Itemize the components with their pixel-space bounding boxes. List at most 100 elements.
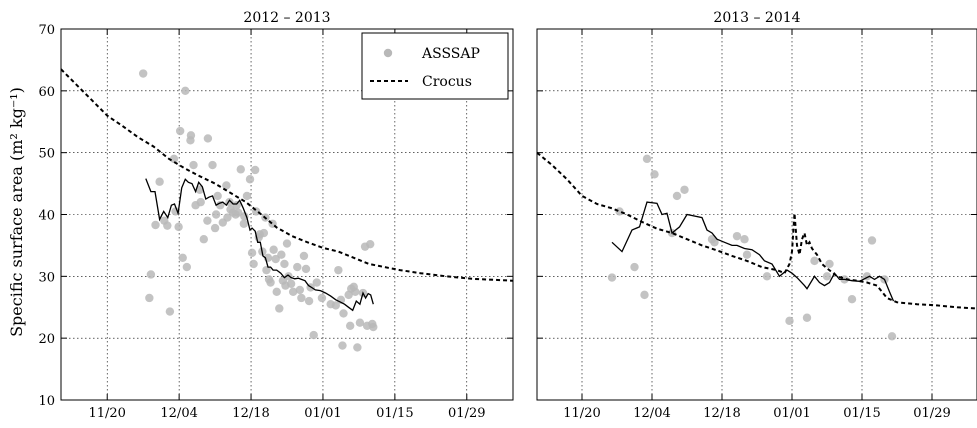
x-tick-label: 11/20 [88, 406, 125, 421]
asssap-point [249, 259, 258, 269]
asssap-point [186, 131, 196, 140]
asssap-point [309, 330, 318, 340]
asssap-point [630, 262, 639, 272]
asssap-points [138, 69, 378, 352]
asssap-point [742, 250, 752, 259]
asssap-point [203, 216, 212, 225]
asssap-point [208, 160, 217, 170]
legend-box [361, 32, 509, 100]
legend-label: Crocus [422, 74, 472, 90]
asssap-point [189, 160, 198, 170]
asssap-point [223, 213, 232, 222]
measurement-mean-line [611, 201, 895, 302]
x-tick-label: 01/01 [304, 406, 341, 421]
legend-marker-asssap [383, 48, 393, 58]
asssap-point [299, 251, 309, 261]
asssap-point [234, 208, 243, 217]
asssap-point [169, 154, 179, 164]
asssap-point [293, 262, 302, 272]
panel-2013-2014: 11/20 12/04 12/18 01/01 01/15 01/29 2013 – 201… [536, 10, 977, 421]
asssap-point [802, 313, 812, 322]
asssap-point [847, 295, 857, 304]
asssap-point [199, 235, 208, 244]
asssap-point [145, 293, 154, 303]
crocus-line [537, 151, 977, 310]
x-tick-label: 01/15 [376, 406, 413, 421]
asssap-point [304, 296, 314, 306]
y-tick-label: 20 [38, 332, 55, 347]
asssap-point [339, 309, 348, 318]
asssap-point [288, 287, 298, 296]
asssap-point [338, 341, 347, 350]
x-tick-label: 12/18 [703, 406, 740, 421]
asssap-point [216, 201, 225, 210]
asssap-point [301, 264, 311, 274]
asssap-point [642, 154, 652, 164]
panel-title: 2013 – 2014 [713, 10, 800, 26]
asssap-point [211, 210, 221, 219]
asssap-point [295, 285, 305, 295]
y-tick-label: 60 [38, 85, 55, 100]
asssap-point [155, 177, 164, 186]
asssap-point [331, 301, 340, 310]
asssap-point [245, 175, 255, 184]
asssap-point [366, 239, 375, 249]
asssap-point [825, 259, 834, 269]
asssap-point [615, 207, 624, 216]
asssap-point [196, 197, 205, 207]
asssap-point [175, 126, 185, 136]
asssap-point [222, 181, 231, 190]
data-layer [61, 68, 513, 352]
asssap-point [355, 318, 365, 327]
asssap-point [259, 228, 269, 238]
asssap-point [887, 332, 897, 341]
x-tick-label: 12/18 [232, 406, 269, 421]
asssap-point [762, 272, 772, 281]
asssap-point [334, 265, 343, 275]
y-axis-label: Specific surface area (m² kg⁻¹) [7, 87, 26, 337]
asssap-point [232, 201, 241, 210]
y-tick-label: 10 [38, 394, 55, 409]
x-tick-label: 11/20 [563, 406, 600, 421]
asssap-point [163, 221, 172, 230]
asssap-point [239, 219, 249, 228]
x-tick-label: 01/29 [448, 406, 485, 421]
asssap-point [151, 220, 160, 230]
asssap-point [672, 191, 682, 201]
asssap-point [181, 86, 190, 96]
asssap-point [345, 321, 355, 330]
asssap-point [247, 248, 257, 258]
asssap-point [174, 222, 183, 232]
asssap-point [277, 250, 286, 259]
asssap-point [353, 343, 362, 352]
asssap-point [280, 259, 289, 269]
asssap-point [312, 278, 321, 287]
x-tick-label: 12/04 [160, 406, 197, 421]
asssap-point [640, 290, 649, 300]
y-tick-label: 70 [38, 23, 55, 38]
asssap-point [210, 223, 220, 233]
legend: ASSSAP Crocus [361, 32, 509, 100]
asssap-point [182, 262, 192, 272]
asssap-point [266, 278, 275, 287]
y-tick-label: 30 [38, 270, 55, 285]
asssap-point [607, 273, 617, 282]
x-tick-label: 01/01 [773, 406, 810, 421]
asssap-point [275, 304, 284, 313]
crocus-line [61, 68, 513, 282]
asssap-point [236, 165, 245, 174]
asssap-point [178, 253, 187, 262]
asssap-point [138, 69, 148, 78]
asssap-point [286, 279, 296, 288]
asssap-point [242, 191, 252, 201]
asssap-point [369, 322, 378, 332]
x-tick-label: 01/29 [913, 406, 950, 421]
asssap-point [680, 185, 689, 194]
panel-title: 2012 – 2013 [243, 10, 330, 26]
y-tick-label: 50 [38, 147, 55, 162]
asssap-point [710, 238, 719, 247]
asssap-point [867, 236, 877, 245]
asssap-point [213, 191, 222, 201]
asssap-point [146, 270, 156, 279]
asssap-point [785, 316, 794, 326]
